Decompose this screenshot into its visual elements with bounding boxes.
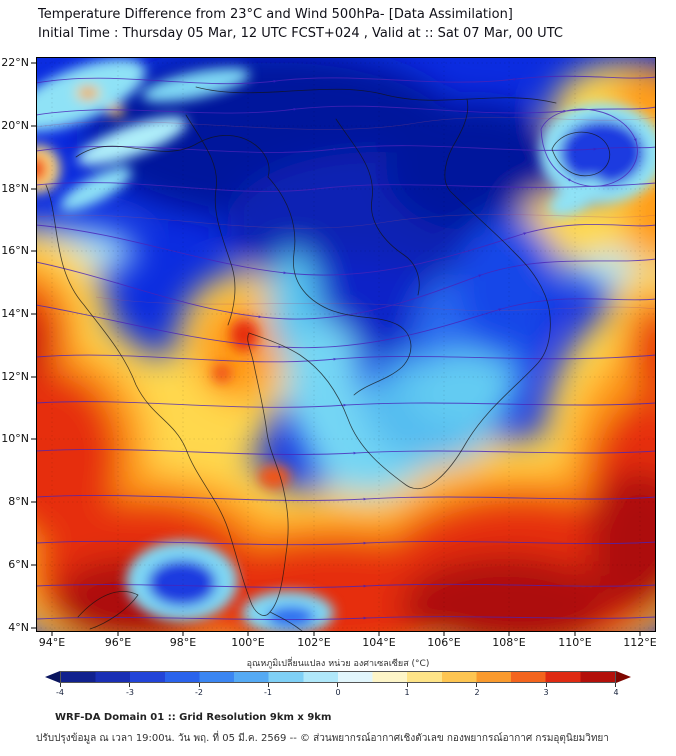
y-axis-tick-label: 22°N [1, 56, 29, 69]
colorbar-tick [268, 683, 269, 687]
colorbar-tick [337, 683, 338, 687]
colorbar-tick-label: 3 [543, 688, 549, 697]
weather-map-svg [31, 57, 656, 636]
page-title: Temperature Difference from 23°C and Win… [38, 7, 513, 22]
colorbar-tick-label: -4 [56, 688, 64, 697]
colorbar-tick-label: 1 [404, 688, 410, 697]
x-axis-tick-label: 112°E [623, 636, 657, 649]
page-subtitle: Initial Time : Thursday 05 Mar, 12 UTC F… [38, 26, 563, 41]
colorbar-tick-label: -3 [126, 688, 134, 697]
colorbar-tick-label: -1 [264, 688, 272, 697]
colorbar-tick-label: 2 [474, 688, 480, 697]
colorbar-under-arrow [45, 671, 60, 683]
colorbar-tick [60, 683, 61, 687]
y-axis-tick-label: 20°N [1, 119, 29, 132]
y-axis-tick-label: 10°N [1, 432, 29, 445]
colorbar-tick [199, 683, 200, 687]
y-axis-tick-label: 12°N [1, 370, 29, 383]
footer-domain-info: WRF-DA Domain 01 :: Grid Resolution 9km … [55, 712, 332, 723]
colorbar-tick [546, 683, 547, 687]
colorbar-tick-label: 0 [335, 688, 341, 697]
colorbar-tick-label: -2 [195, 688, 203, 697]
plot-border [36, 57, 656, 632]
colorbar-over-arrow [616, 671, 631, 683]
colorbar-gradient [60, 671, 616, 683]
axis-ticks [31, 62, 641, 636]
y-axis-tick-label: 18°N [1, 182, 29, 195]
x-axis-tick-label: 96°E [104, 636, 132, 649]
colorbar-tick [615, 683, 616, 687]
colorbar-tick-label: 4 [613, 688, 619, 697]
x-axis-tick-label: 100°E [231, 636, 265, 649]
x-axis-tick-label: 110°E [558, 636, 592, 649]
x-axis-tick-label: 102°E [297, 636, 331, 649]
colorbar-tick [129, 683, 130, 687]
y-axis-tick-label: 4°N [8, 621, 29, 634]
wind-streamlines [36, 75, 656, 621]
x-axis-tick-label: 94°E [38, 636, 66, 649]
x-axis-tick-label: 106°E [427, 636, 461, 649]
colorbar-tick [476, 683, 477, 687]
y-axis-tick-label: 16°N [1, 244, 29, 257]
colorbar-label: อุณหภูมิเปลี่ยนแปลง หน่วย องศาเซลเซียส (… [246, 659, 430, 669]
y-axis-tick-label: 8°N [8, 495, 29, 508]
footer-credit: ปรับปรุงข้อมูล ณ เวลา 19:00น. วัน พฤ. ที… [36, 733, 609, 744]
coastlines-borders [45, 86, 611, 632]
map-canvas [31, 57, 656, 636]
x-axis-tick-label: 108°E [492, 636, 526, 649]
x-axis-tick-label: 98°E [169, 636, 197, 649]
colorbar-tick [407, 683, 408, 687]
y-axis-tick-label: 14°N [1, 307, 29, 320]
x-axis-tick-label: 104°E [362, 636, 396, 649]
y-axis-tick-label: 6°N [8, 558, 29, 571]
